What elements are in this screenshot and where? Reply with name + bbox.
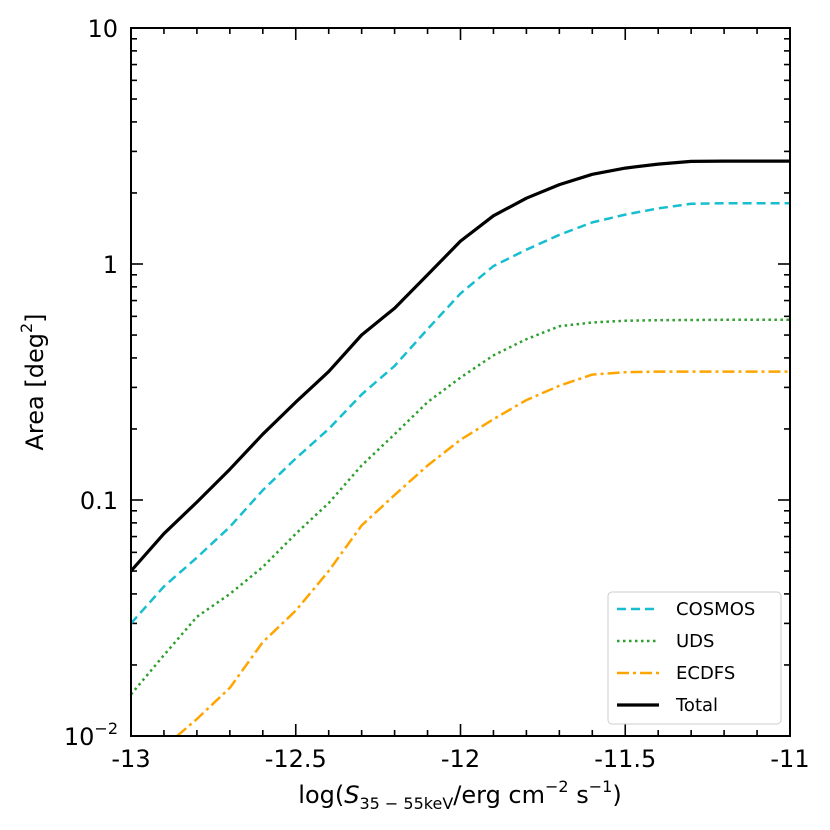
legend: COSMOS UDS ECDFS Total [607, 591, 782, 725]
plot-frame [130, 27, 791, 737]
series-lines [131, 159, 790, 736]
y-tick-label: 10 [87, 15, 118, 43]
y-tick-labels: 10−2 0.1 1 10 [64, 15, 118, 751]
y-tick-label: 10−2 [64, 719, 118, 751]
legend-label-total: Total [675, 695, 718, 716]
series-line-total [131, 159, 790, 573]
x-tick-label: -13 [111, 745, 150, 773]
legend-label-cosmos: COSMOS [676, 599, 755, 620]
series-line-cosmos [131, 201, 790, 625]
y-tick-label: 0.1 [80, 487, 118, 515]
legend-label-uds: UDS [676, 631, 714, 652]
x-axis-label: log(S35 − 55keV/erg cm−2 s−1) [298, 777, 621, 813]
x-tick-labels: -13 -12.5 -12 -11.5 -11 [111, 745, 809, 773]
series-line-ecdfs [176, 370, 790, 736]
y-axis-label: Area [deg2] [17, 313, 49, 450]
x-tick-label: -12 [441, 745, 480, 773]
x-tick-label: -11 [770, 745, 809, 773]
legend-label-ecdfs: ECDFS [676, 663, 735, 684]
x-tick-label: -12.5 [265, 745, 327, 773]
series-line-uds [131, 318, 790, 696]
legend-box [607, 591, 782, 725]
x-tick-label: -11.5 [594, 745, 656, 773]
y-tick-label: 1 [103, 251, 118, 279]
